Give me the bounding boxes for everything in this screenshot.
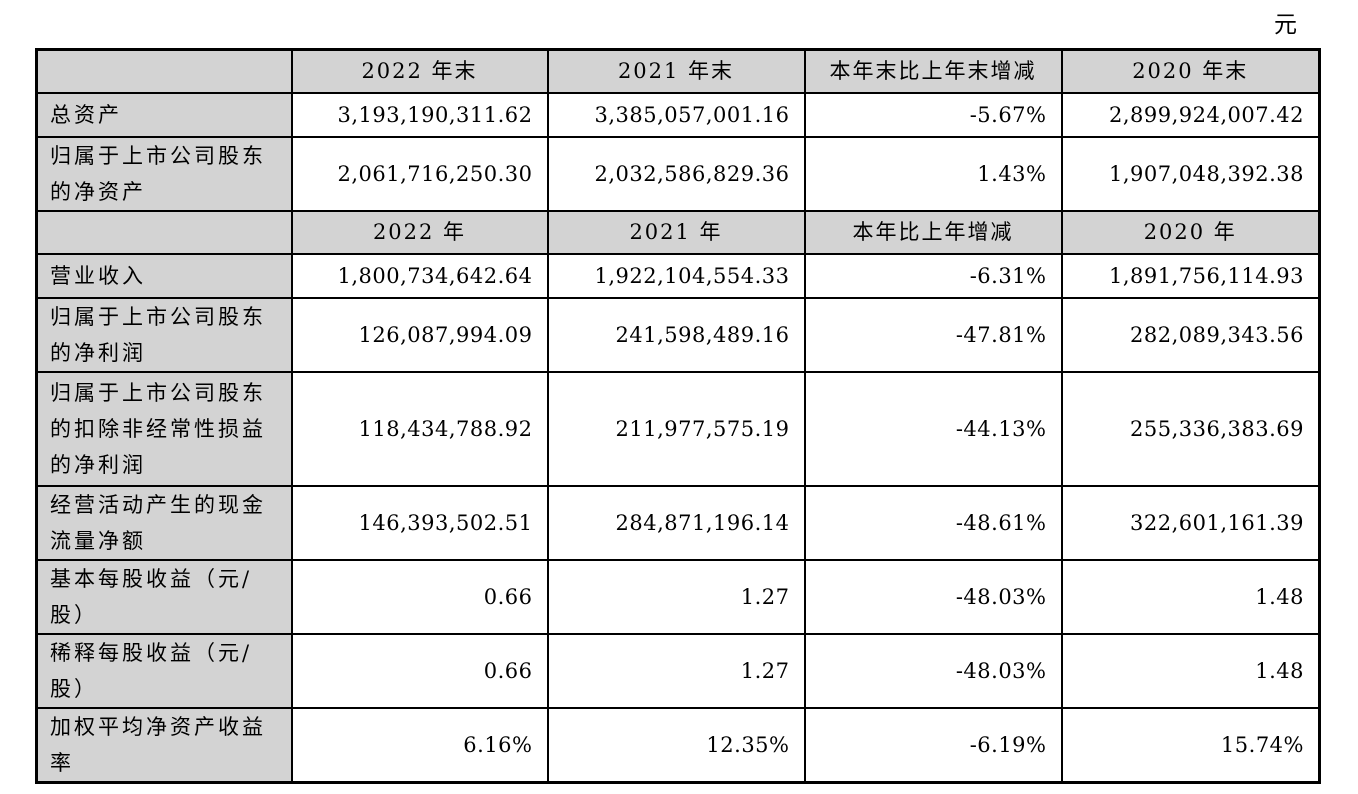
header-yoy-change-year: 本年比上年增减 (803, 209, 1063, 255)
operating-cash-flow-2022: 146,393,502.51 (290, 484, 549, 561)
net-profit-excl-change: -44.13% (803, 370, 1063, 487)
basic-eps-2020: 1.48 (1060, 558, 1321, 635)
revenue-2020: 1,891,756,114.93 (1060, 252, 1321, 299)
header-row-year-end: 2022 年末 2021 年末 本年末比上年末增减 2020 年末 (35, 48, 1321, 94)
total-assets-2022: 3,193,190,311.62 (290, 91, 549, 138)
operating-cash-flow-2020: 322,601,161.39 (1060, 484, 1321, 561)
operating-cash-flow-change: -48.61% (803, 484, 1063, 561)
total-assets-change: -5.67% (803, 91, 1063, 138)
row-label-net-profit: 归属于上市公司股东的净利润 (35, 296, 293, 373)
diluted-eps-2021: 1.27 (546, 632, 806, 709)
net-assets-change: 1.43% (803, 135, 1063, 212)
weighted-avg-roe-2022: 6.16% (290, 706, 549, 783)
net-assets-2022: 2,061,716,250.30 (290, 135, 549, 212)
revenue-2022: 1,800,734,642.64 (290, 252, 549, 299)
diluted-eps-2022: 0.66 (290, 632, 549, 709)
corner-cell-1 (35, 48, 293, 94)
header-2022-year: 2022 年 (290, 209, 549, 255)
net-profit-excl-2020: 255,336,383.69 (1060, 370, 1321, 487)
total-assets-2020: 2,899,924,007.42 (1060, 91, 1321, 138)
net-profit-2021: 241,598,489.16 (546, 296, 806, 373)
table-row-operating-cash-flow: 经营活动产生的现金流量净额 146,393,502.51 284,871,196… (35, 484, 1321, 561)
net-profit-excl-2022: 118,434,788.92 (290, 370, 549, 487)
weighted-avg-roe-2021: 12.35% (546, 706, 806, 783)
table-row-weighted-avg-roe: 加权平均净资产收益率 6.16% 12.35% -6.19% 15.74% (35, 706, 1321, 783)
basic-eps-2022: 0.66 (290, 558, 549, 635)
net-profit-2020: 282,089,343.56 (1060, 296, 1321, 373)
table-row-diluted-eps: 稀释每股收益（元/股） 0.66 1.27 -48.03% 1.48 (35, 632, 1321, 709)
row-label-basic-eps: 基本每股收益（元/股） (35, 558, 293, 635)
row-label-total-assets: 总资产 (35, 91, 293, 138)
diluted-eps-2020: 1.48 (1060, 632, 1321, 709)
weighted-avg-roe-2020: 15.74% (1060, 706, 1321, 783)
diluted-eps-change: -48.03% (803, 632, 1063, 709)
corner-cell-2 (35, 209, 293, 255)
header-row-annual: 2022 年 2021 年 本年比上年增减 2020 年 (35, 209, 1321, 255)
header-2020-year-end: 2020 年末 (1060, 48, 1321, 94)
weighted-avg-roe-change: -6.19% (803, 706, 1063, 783)
header-2022-year-end: 2022 年末 (290, 48, 549, 94)
revenue-change: -6.31% (803, 252, 1063, 299)
net-assets-2020: 1,907,048,392.38 (1060, 135, 1321, 212)
header-2021-year-end: 2021 年末 (546, 48, 806, 94)
table-row-revenue: 营业收入 1,800,734,642.64 1,922,104,554.33 -… (35, 252, 1321, 299)
table-row-net-assets: 归属于上市公司股东的净资产 2,061,716,250.30 2,032,586… (35, 135, 1321, 212)
basic-eps-2021: 1.27 (546, 558, 806, 635)
row-label-net-profit-excl-nonrecurring: 归属于上市公司股东的扣除非经常性损益的净利润 (35, 370, 293, 487)
revenue-2021: 1,922,104,554.33 (546, 252, 806, 299)
header-2020-year: 2020 年 (1060, 209, 1321, 255)
financial-summary-table: 2022 年末 2021 年末 本年末比上年末增减 2020 年末 总资产 3,… (35, 48, 1321, 784)
table-row-basic-eps: 基本每股收益（元/股） 0.66 1.27 -48.03% 1.48 (35, 558, 1321, 635)
table-row-total-assets: 总资产 3,193,190,311.62 3,385,057,001.16 -5… (35, 91, 1321, 138)
row-label-weighted-avg-roe: 加权平均净资产收益率 (35, 706, 293, 783)
total-assets-2021: 3,385,057,001.16 (546, 91, 806, 138)
unit-label: 元 (1274, 12, 1298, 38)
net-assets-2021: 2,032,586,829.36 (546, 135, 806, 212)
header-2021-year: 2021 年 (546, 209, 806, 255)
row-label-revenue: 营业收入 (35, 252, 293, 299)
row-label-diluted-eps: 稀释每股收益（元/股） (35, 632, 293, 709)
table-row-net-profit-excl-nonrecurring: 归属于上市公司股东的扣除非经常性损益的净利润 118,434,788.92 21… (35, 370, 1321, 487)
net-profit-2022: 126,087,994.09 (290, 296, 549, 373)
table-row-net-profit: 归属于上市公司股东的净利润 126,087,994.09 241,598,489… (35, 296, 1321, 373)
row-label-operating-cash-flow: 经营活动产生的现金流量净额 (35, 484, 293, 561)
operating-cash-flow-2021: 284,871,196.14 (546, 484, 806, 561)
net-profit-change: -47.81% (803, 296, 1063, 373)
net-profit-excl-2021: 211,977,575.19 (546, 370, 806, 487)
row-label-net-assets: 归属于上市公司股东的净资产 (35, 135, 293, 212)
basic-eps-change: -48.03% (803, 558, 1063, 635)
header-yoy-change-year-end: 本年末比上年末增减 (803, 48, 1063, 94)
